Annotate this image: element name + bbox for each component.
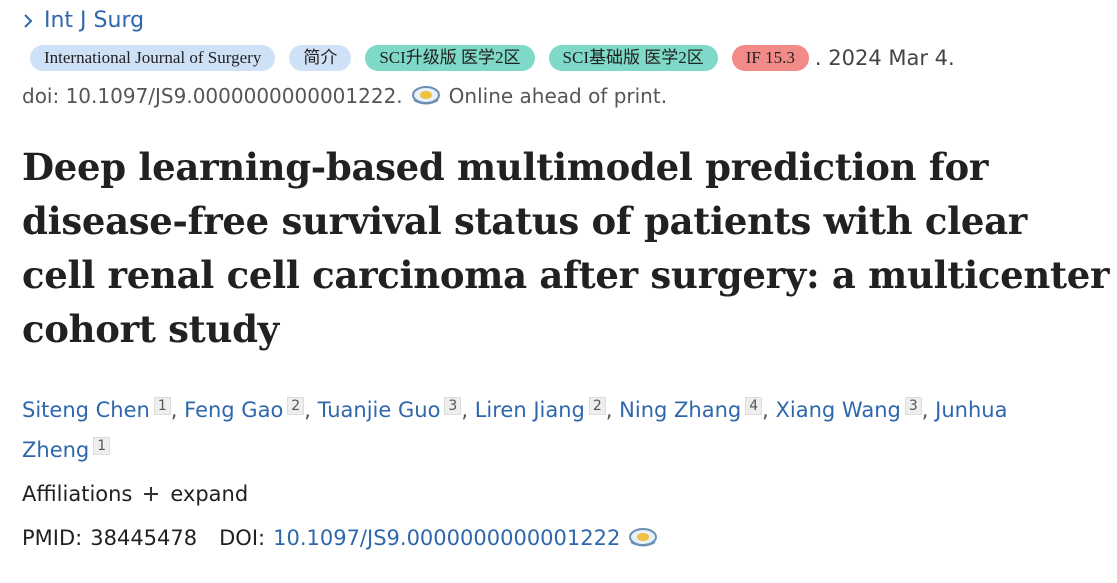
affiliation-number[interactable]: 1 xyxy=(93,437,111,455)
doi-link[interactable]: 10.1097/JS9.0000000000001222 xyxy=(273,526,621,550)
eye-icon[interactable] xyxy=(628,527,658,549)
author-name[interactable]: Ning Zhang xyxy=(619,398,742,422)
doi-label: DOI: xyxy=(219,526,266,550)
affiliation-number[interactable]: 1 xyxy=(153,397,171,415)
badge[interactable]: 简介 xyxy=(289,45,352,71)
affiliation-number[interactable]: 4 xyxy=(745,397,763,415)
author-name[interactable]: Siteng Chen xyxy=(22,398,150,422)
pmid-value: 38445478 xyxy=(90,526,198,550)
author-list: Siteng Chen 1, Feng Gao 2, Tuanjie Guo 3, L… xyxy=(22,388,1022,468)
status-text: Online ahead of print. xyxy=(448,84,668,108)
author-entry: Liren Jiang 2, xyxy=(474,397,619,422)
badge[interactable]: SCI基础版 医学2区 xyxy=(548,45,718,71)
badge[interactable]: IF 15.3 xyxy=(731,45,809,71)
publication-date: . 2024 Mar 4. xyxy=(814,46,955,70)
chevron-icon xyxy=(24,13,33,28)
affiliation-number[interactable]: 3 xyxy=(904,397,922,415)
separator: , xyxy=(170,398,178,422)
badge[interactable]: International Journal of Surgery xyxy=(30,45,276,71)
author-name[interactable]: Feng Gao xyxy=(184,398,284,422)
separator: , xyxy=(762,398,769,422)
author-entry: Junhua Zheng 1 xyxy=(22,398,1007,462)
plus-icon[interactable] xyxy=(142,485,160,503)
doi-text: doi: 10.1097/JS9.0000000000001222. xyxy=(22,84,403,108)
journal-link[interactable]: Int J Surg xyxy=(22,8,144,33)
identifiers: PMID: 38445478 DOI: 10.1097/JS9.00000000… xyxy=(22,526,658,550)
badge-row: International Journal of Surgery 简介 SCI升… xyxy=(30,45,955,71)
author-entry: Tuanjie Guo 3, xyxy=(317,397,475,422)
author-name[interactable]: Tuanjie Guo xyxy=(317,398,441,422)
author-name[interactable]: Junhua Zheng xyxy=(22,398,1008,462)
separator: , xyxy=(605,398,613,422)
author-entry: Siteng Chen 1, xyxy=(22,397,184,422)
affiliation-number[interactable]: 2 xyxy=(287,397,305,415)
affiliations-label: Affiliations xyxy=(22,482,133,506)
eye-icon[interactable] xyxy=(411,85,441,107)
badge[interactable]: SCI升级版 医学2区 xyxy=(365,45,535,71)
affiliations: Affiliations expand xyxy=(22,482,248,506)
affiliation-number[interactable]: 2 xyxy=(588,397,606,415)
separator: , xyxy=(304,398,311,422)
article-title: Deep learning-based multimodel predictio… xyxy=(22,145,1110,351)
pmid-label: PMID: xyxy=(22,526,83,550)
separator: , xyxy=(921,398,929,422)
author-name[interactable]: Liren Jiang xyxy=(474,398,585,422)
journal-name[interactable]: Int J Surg xyxy=(44,8,145,33)
author-entry: Feng Gao 2, xyxy=(184,397,317,422)
doi-line: doi: 10.1097/JS9.0000000000001222. Onlin… xyxy=(22,84,667,108)
author-name[interactable]: Xiang Wang xyxy=(775,398,901,422)
author-entry: Ning Zhang 4, xyxy=(619,397,775,422)
author-entry: Xiang Wang 3, xyxy=(775,397,936,422)
affiliation-number[interactable]: 3 xyxy=(444,397,462,415)
separator: , xyxy=(461,398,469,422)
expand-toggle[interactable]: expand xyxy=(170,482,249,506)
